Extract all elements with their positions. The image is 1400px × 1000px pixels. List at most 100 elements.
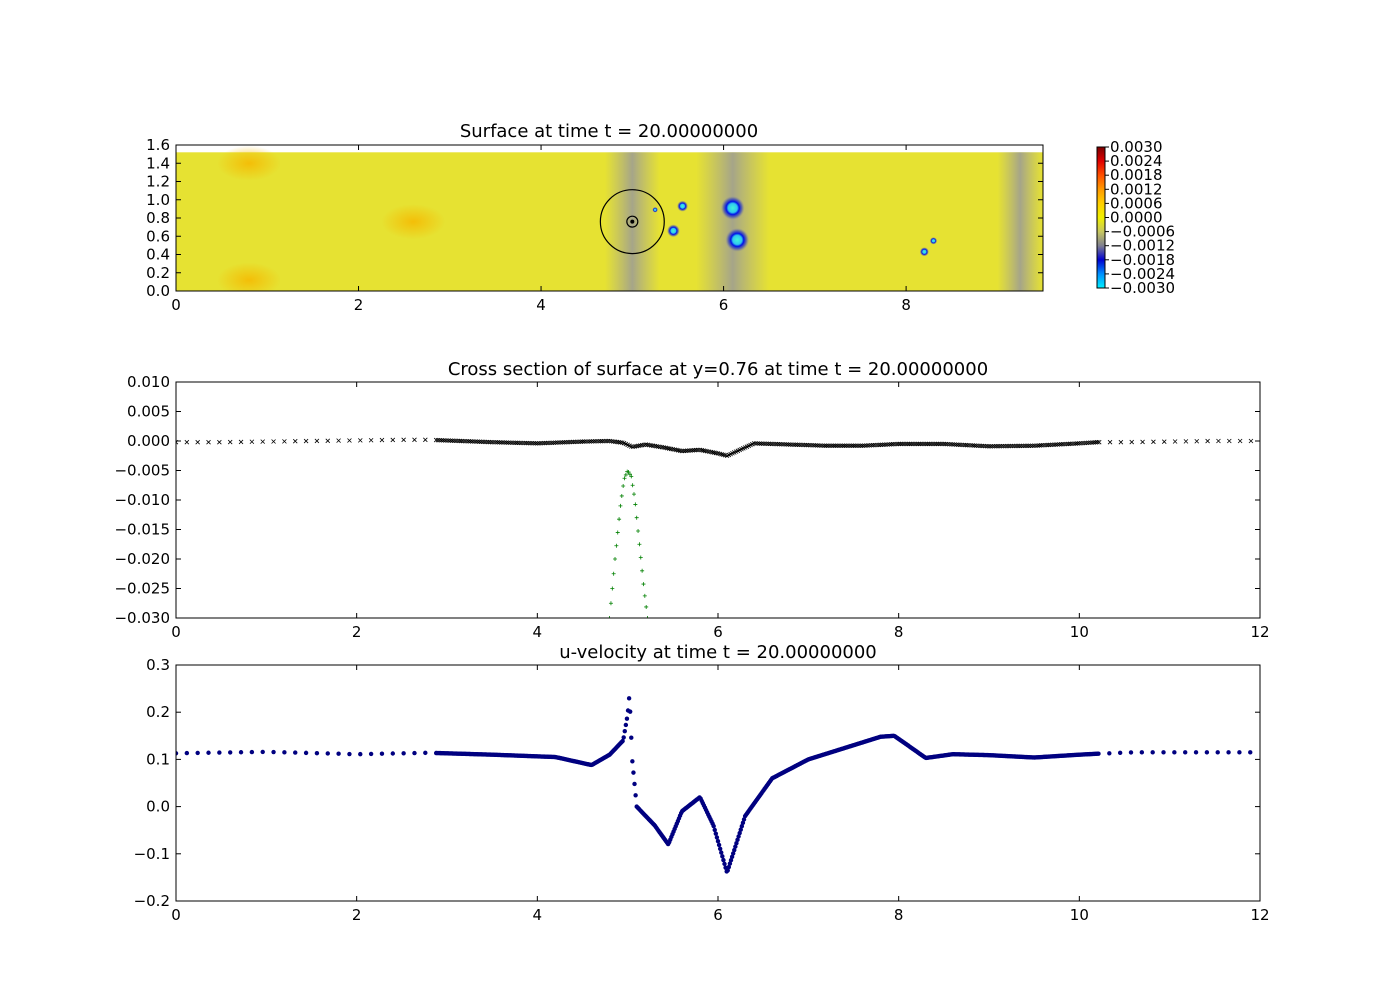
cylinder-outline	[626, 215, 639, 228]
cross-section-point	[520, 440, 526, 446]
cross-section-point	[238, 439, 244, 445]
cross-section-point	[1080, 440, 1086, 446]
cross-section-point	[851, 443, 856, 449]
cross-section-point	[948, 442, 954, 447]
cross-section-ticks: 0 2 4 6 8 10 12 0.010 0.005 0.000 −0.005 −0.010 −0.0…	[114, 373, 1269, 641]
trough-band	[696, 152, 770, 291]
surface-title: Surface at time t = 20.00000000	[460, 121, 758, 142]
cross-section-point	[533, 441, 538, 446]
cross-section-green-point	[611, 571, 616, 576]
cross-section-green-point	[640, 568, 645, 573]
cross-section-point	[974, 443, 979, 448]
cross-section-point	[896, 441, 901, 447]
cross-section-point	[784, 442, 789, 447]
cross-section-green-point	[622, 476, 627, 481]
cross-section-point	[910, 441, 916, 447]
velocity-point	[633, 793, 638, 798]
cross-section-point	[1021, 443, 1026, 449]
cross-section-green-point	[613, 557, 618, 561]
cross-section-point	[464, 438, 470, 444]
cross-section-point	[945, 441, 950, 447]
cross-section-point	[453, 438, 459, 444]
cross-section-point	[1086, 440, 1091, 446]
cross-section-point	[314, 438, 320, 444]
cross-section-point	[554, 440, 560, 445]
cross-section-point	[610, 439, 616, 444]
surface-ticks: 0 2 4 6 8 0.00.20.40.60.81.01.21.41.6	[146, 136, 1043, 314]
cross-section-point	[529, 440, 535, 446]
cross-section-point	[988, 444, 994, 449]
velocity-point	[1128, 750, 1134, 755]
velocity-point	[1183, 750, 1188, 755]
cross-section-point	[1084, 440, 1089, 446]
cross-section-point	[515, 440, 520, 446]
x-tick-label: 12	[1250, 906, 1269, 924]
cross-section-point	[450, 438, 455, 443]
velocity-point	[282, 750, 287, 755]
velocity-point	[630, 759, 635, 764]
cross-section-point	[934, 441, 939, 447]
y-tick-label: 1.4	[146, 154, 170, 172]
y-tick-label: −0.015	[114, 521, 170, 539]
cross-section-point	[475, 439, 480, 444]
velocity-point	[729, 854, 735, 860]
cross-section-point	[831, 443, 836, 449]
cross-section-point	[513, 440, 518, 446]
cross-section-point	[531, 440, 537, 446]
cross-section-point	[560, 440, 565, 445]
cross-section-point	[1037, 443, 1042, 448]
cross-section-point	[778, 441, 784, 447]
y-tick-label: −0.020	[114, 550, 170, 568]
cross-section-point	[518, 440, 524, 446]
velocity-point	[195, 750, 200, 756]
cross-section-point	[865, 443, 871, 448]
y-tick-label: −0.010	[114, 491, 170, 509]
x-tick-label: 4	[536, 296, 546, 314]
cross-section-green-point	[615, 530, 620, 535]
cross-section-point	[946, 441, 952, 447]
cross-section-point	[1001, 443, 1006, 449]
cross-section-point	[842, 443, 847, 449]
velocity-point	[1248, 750, 1253, 755]
velocity-point	[1107, 751, 1112, 756]
velocity-point	[184, 750, 190, 756]
velocity-point	[626, 696, 632, 701]
cross-section-point	[840, 443, 845, 449]
cross-section-point	[536, 441, 542, 446]
cross-section-point	[966, 442, 972, 448]
cross-section-green-point	[634, 515, 639, 520]
y-tick-label: 0.000	[127, 432, 170, 450]
cross-section-point	[448, 438, 453, 443]
cross-section-point	[798, 442, 804, 448]
cross-section-point	[511, 440, 517, 446]
cross-section-point	[1082, 440, 1088, 446]
velocity-point	[736, 834, 741, 839]
y-tick-label: −0.1	[134, 845, 170, 863]
velocity-point	[176, 751, 179, 756]
cross-section-point	[1017, 443, 1022, 449]
cross-section-title: Cross section of surface at y=0.76 at ti…	[448, 359, 988, 380]
y-tick-label: −0.005	[114, 462, 170, 480]
cross-section-point	[916, 441, 921, 447]
cross-section-point	[491, 439, 497, 445]
cross-section-point	[516, 440, 522, 446]
cross-section-point	[954, 442, 959, 447]
cross-section-point	[757, 441, 762, 446]
cross-section-point	[1026, 443, 1032, 449]
cross-section-point	[970, 443, 976, 448]
cross-section-point	[547, 440, 553, 446]
cross-section-point	[558, 440, 564, 445]
velocity-point	[719, 850, 724, 855]
colorbar-labels: 0.00300.00240.00180.00120.00060.0000−0.0…	[1105, 138, 1175, 297]
cross-section-point	[565, 439, 571, 445]
cross-section-point	[451, 438, 457, 444]
velocity-panel: u-velocity at time t = 20.00000000 0 2 4 6 8…	[134, 642, 1270, 924]
y-tick-label: −0.2	[134, 892, 170, 910]
y-tick-label: 0.0	[146, 798, 170, 816]
cross-section-point	[780, 442, 786, 447]
cross-section-point	[1002, 443, 1008, 449]
velocity-point	[358, 751, 363, 757]
cross-section-point	[883, 442, 889, 447]
cross-section-point	[538, 440, 544, 446]
cross-section-point	[390, 437, 396, 443]
